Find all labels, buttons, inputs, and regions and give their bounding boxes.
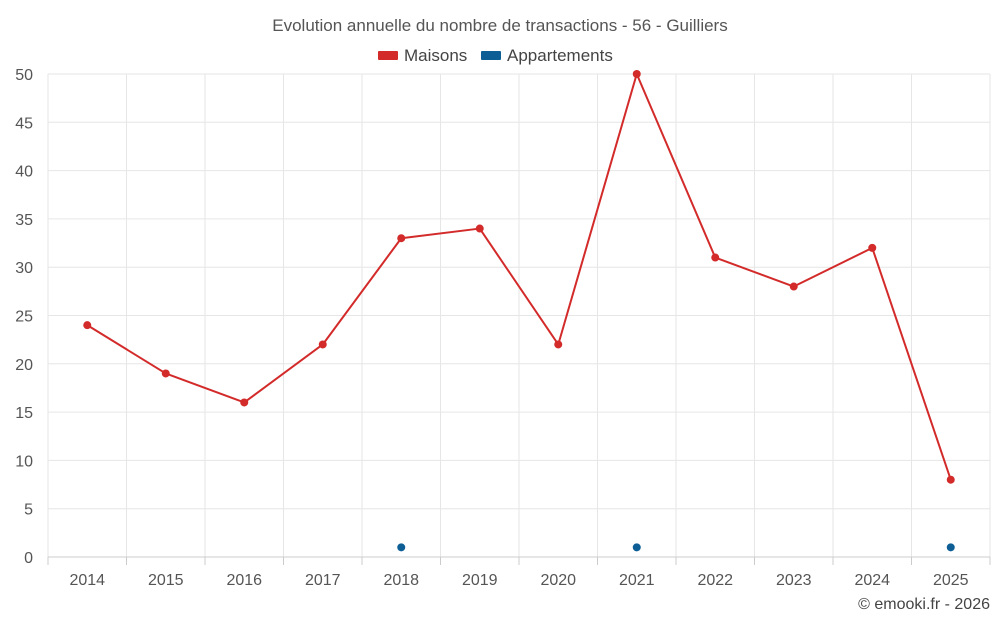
data-point-maisons[interactable]: [475, 224, 484, 233]
x-axis: 2014 2015 2016 2017 2018 2019 2020 2021 2022 2023…: [47, 556, 991, 589]
data-point-maisons[interactable]: [318, 340, 327, 349]
legend-swatch-maisons: [378, 51, 398, 60]
y-tick-label: 30: [15, 260, 33, 277]
y-tick-label: 50: [15, 67, 33, 84]
y-tick-label: 45: [15, 115, 33, 132]
data-point-maisons[interactable]: [161, 369, 170, 378]
y-axis: 0 5 10 15 20 25 30 35 40 45 50: [15, 67, 33, 567]
x-tick-label: 2015: [148, 572, 184, 589]
grid: [47, 73, 991, 557]
x-tick-label: 2014: [69, 572, 105, 589]
data-point-appartements[interactable]: [632, 543, 641, 552]
data-point-maisons[interactable]: [711, 253, 720, 262]
x-tick-label: 2023: [776, 572, 812, 589]
x-tick-label: 2022: [697, 572, 733, 589]
x-tick-label: 2025: [933, 572, 969, 589]
x-tick-label: 2021: [619, 572, 655, 589]
data-point-maisons[interactable]: [946, 475, 955, 484]
y-tick-label: 15: [15, 405, 33, 422]
y-tick-label: 20: [15, 357, 33, 374]
x-tick-label: 2020: [540, 572, 576, 589]
data-point-maisons[interactable]: [240, 398, 249, 407]
y-tick-label: 40: [15, 164, 33, 181]
data-point-appartements[interactable]: [397, 543, 406, 552]
x-tick-label: 2019: [462, 572, 498, 589]
x-tick-label: 2016: [226, 572, 262, 589]
credit-text: © emooki.fr - 2026: [858, 596, 990, 613]
y-tick-label: 35: [15, 212, 33, 229]
legend-label-appartements[interactable]: Appartements: [507, 46, 613, 65]
data-point-maisons[interactable]: [632, 70, 641, 78]
data-point-maisons[interactable]: [789, 282, 798, 291]
chart-title: Evolution annuelle du nombre de transact…: [272, 16, 727, 35]
y-tick-label: 25: [15, 309, 33, 326]
legend-swatch-appartements: [481, 51, 501, 60]
x-tick-label: 2018: [383, 572, 419, 589]
data-point-maisons[interactable]: [397, 234, 406, 243]
y-tick-label: 10: [15, 453, 33, 470]
legend: Maisons Appartements: [378, 46, 613, 65]
legend-label-maisons[interactable]: Maisons: [404, 46, 467, 65]
data-point-appartements[interactable]: [946, 543, 955, 552]
x-tick-label: 2017: [305, 572, 341, 589]
data-point-maisons[interactable]: [83, 321, 92, 330]
y-tick-label: 5: [24, 502, 33, 519]
series: [83, 70, 955, 552]
x-tick-label: 2024: [854, 572, 890, 589]
y-tick-label: 0: [24, 550, 33, 567]
data-point-maisons[interactable]: [554, 340, 563, 349]
series-line-maisons: [86, 73, 952, 481]
data-point-maisons[interactable]: [868, 243, 877, 252]
